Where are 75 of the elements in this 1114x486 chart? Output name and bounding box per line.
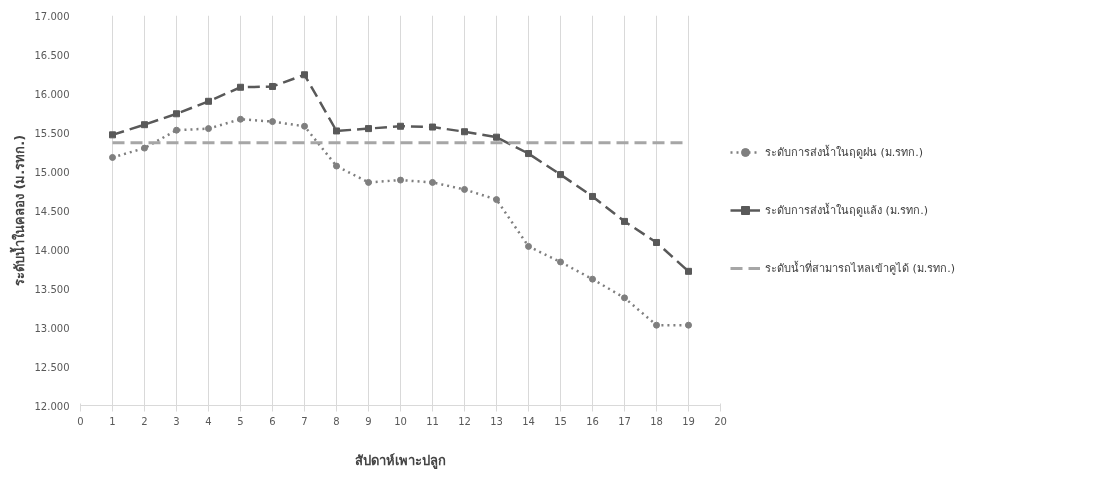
point: [141, 144, 148, 152]
point: [429, 178, 436, 186]
y-axis-title: ระดับน้ำในคลอง (ม.รทก.): [8, 134, 27, 287]
point: [173, 110, 180, 118]
point: [493, 196, 500, 204]
legend-label: ระดับการส่งน้ำในฤดูฝน (ม.รทก.): [765, 144, 924, 161]
x-tick-label: 2: [141, 415, 148, 427]
point: [397, 122, 404, 130]
point: [173, 126, 180, 134]
point: [205, 97, 212, 105]
y-tick-label: 16.000: [34, 88, 70, 100]
x-tick-label: 5: [237, 415, 244, 427]
y-tick-label: 16.500: [34, 49, 70, 61]
point: [685, 321, 692, 329]
x-tick-label: 14: [522, 415, 535, 427]
point: [461, 128, 468, 136]
x-tick-label: 16: [586, 415, 599, 427]
point: [493, 133, 500, 141]
x-tick-label: 9: [365, 415, 372, 427]
y-tick-label: 12.000: [34, 400, 70, 412]
y-tick-label: 13.500: [34, 283, 70, 295]
point: [269, 82, 276, 90]
point: [621, 217, 628, 225]
point: [525, 242, 532, 250]
point: [653, 321, 660, 329]
point: [461, 185, 468, 193]
point: [589, 192, 596, 200]
point: [589, 275, 596, 283]
y-tick-label: 13.000: [34, 322, 70, 334]
x-tick-label: 19: [682, 415, 695, 427]
x-axis-title: สัปดาห์เพาะปลูก: [355, 452, 446, 469]
x-tick-label: 20: [714, 415, 727, 427]
x-tick-label: 13: [490, 415, 503, 427]
point: [333, 162, 340, 170]
point: [269, 118, 276, 126]
point: [109, 131, 116, 139]
y-tick-label: 17.000: [34, 10, 70, 22]
x-tick-label: 12: [458, 415, 471, 427]
point: [237, 115, 244, 123]
point: [429, 123, 436, 131]
point: [333, 127, 340, 135]
legend-label: ระดับการส่งน้ำในฤดูแล้ง (ม.รทก.): [765, 202, 929, 219]
point: [621, 294, 628, 302]
y-tick-label: 15.000: [34, 166, 70, 178]
point: [301, 122, 308, 130]
x-tick-label: 18: [650, 415, 663, 427]
x-tick-label: 17: [618, 415, 631, 427]
y-tick-label: 15.500: [34, 127, 70, 139]
point: [141, 121, 148, 129]
x-tick-label: 0: [77, 415, 84, 427]
point: [237, 83, 244, 91]
point: [557, 258, 564, 266]
x-tick-label: 1: [109, 415, 116, 427]
point: [557, 171, 564, 179]
x-tick-label: 11: [426, 415, 439, 427]
legend-label: ระดับน้ำที่สามารถไหลเข้าคูได้ (ม.รทก.): [765, 259, 956, 277]
y-tick-label: 12.500: [34, 361, 70, 373]
x-tick-label: 6: [269, 415, 276, 427]
point: [365, 178, 372, 186]
y-tick-label: 14.000: [34, 244, 70, 256]
point: [685, 267, 692, 275]
x-tick-label: 10: [394, 415, 407, 427]
x-tick-label: 15: [554, 415, 567, 427]
x-tick-label: 3: [173, 415, 180, 427]
x-tick-label: 7: [301, 415, 308, 427]
point: [109, 153, 116, 161]
point: [365, 125, 372, 133]
point: [205, 125, 212, 133]
point: [653, 238, 660, 246]
y-tick-label: 14.500: [34, 205, 70, 217]
point: [525, 150, 532, 158]
point: [397, 176, 404, 184]
point: [301, 71, 308, 79]
x-tick-label: 4: [205, 415, 212, 427]
x-tick-label: 8: [333, 415, 340, 427]
